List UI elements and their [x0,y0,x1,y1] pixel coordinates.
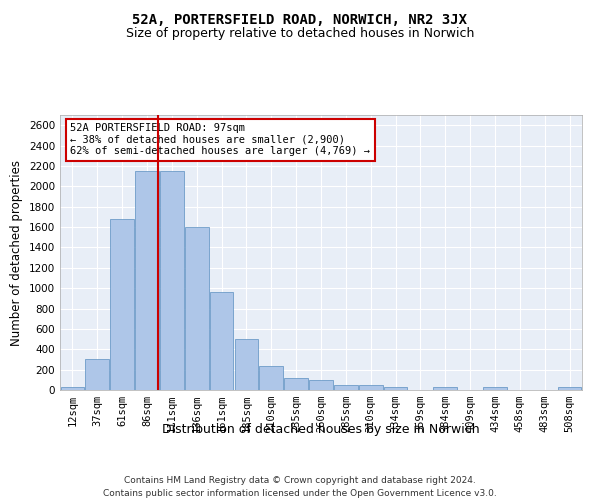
Bar [210,292,233,390]
Bar [61,388,84,390]
Bar [110,220,134,390]
Bar [433,387,457,390]
Bar [85,360,109,390]
Bar [483,387,507,390]
Bar [235,339,258,390]
Bar [334,385,358,390]
Text: Size of property relative to detached houses in Norwich: Size of property relative to detached ho… [126,28,474,40]
Bar [309,380,333,390]
Bar [558,387,581,390]
Text: 52A, PORTERSFIELD ROAD, NORWICH, NR2 3JX: 52A, PORTERSFIELD ROAD, NORWICH, NR2 3JX [133,12,467,26]
Bar [284,378,308,390]
Bar [384,387,407,390]
Bar [160,171,184,390]
Text: 52A PORTERSFIELD ROAD: 97sqm
← 38% of detached houses are smaller (2,900)
62% of: 52A PORTERSFIELD ROAD: 97sqm ← 38% of de… [70,123,370,156]
Bar [135,171,159,390]
Bar [185,227,209,390]
Bar [259,366,283,390]
Bar [359,385,383,390]
Text: Contains HM Land Registry data © Crown copyright and database right 2024.
Contai: Contains HM Land Registry data © Crown c… [103,476,497,498]
Y-axis label: Number of detached properties: Number of detached properties [10,160,23,346]
Text: Distribution of detached houses by size in Norwich: Distribution of detached houses by size … [162,422,480,436]
